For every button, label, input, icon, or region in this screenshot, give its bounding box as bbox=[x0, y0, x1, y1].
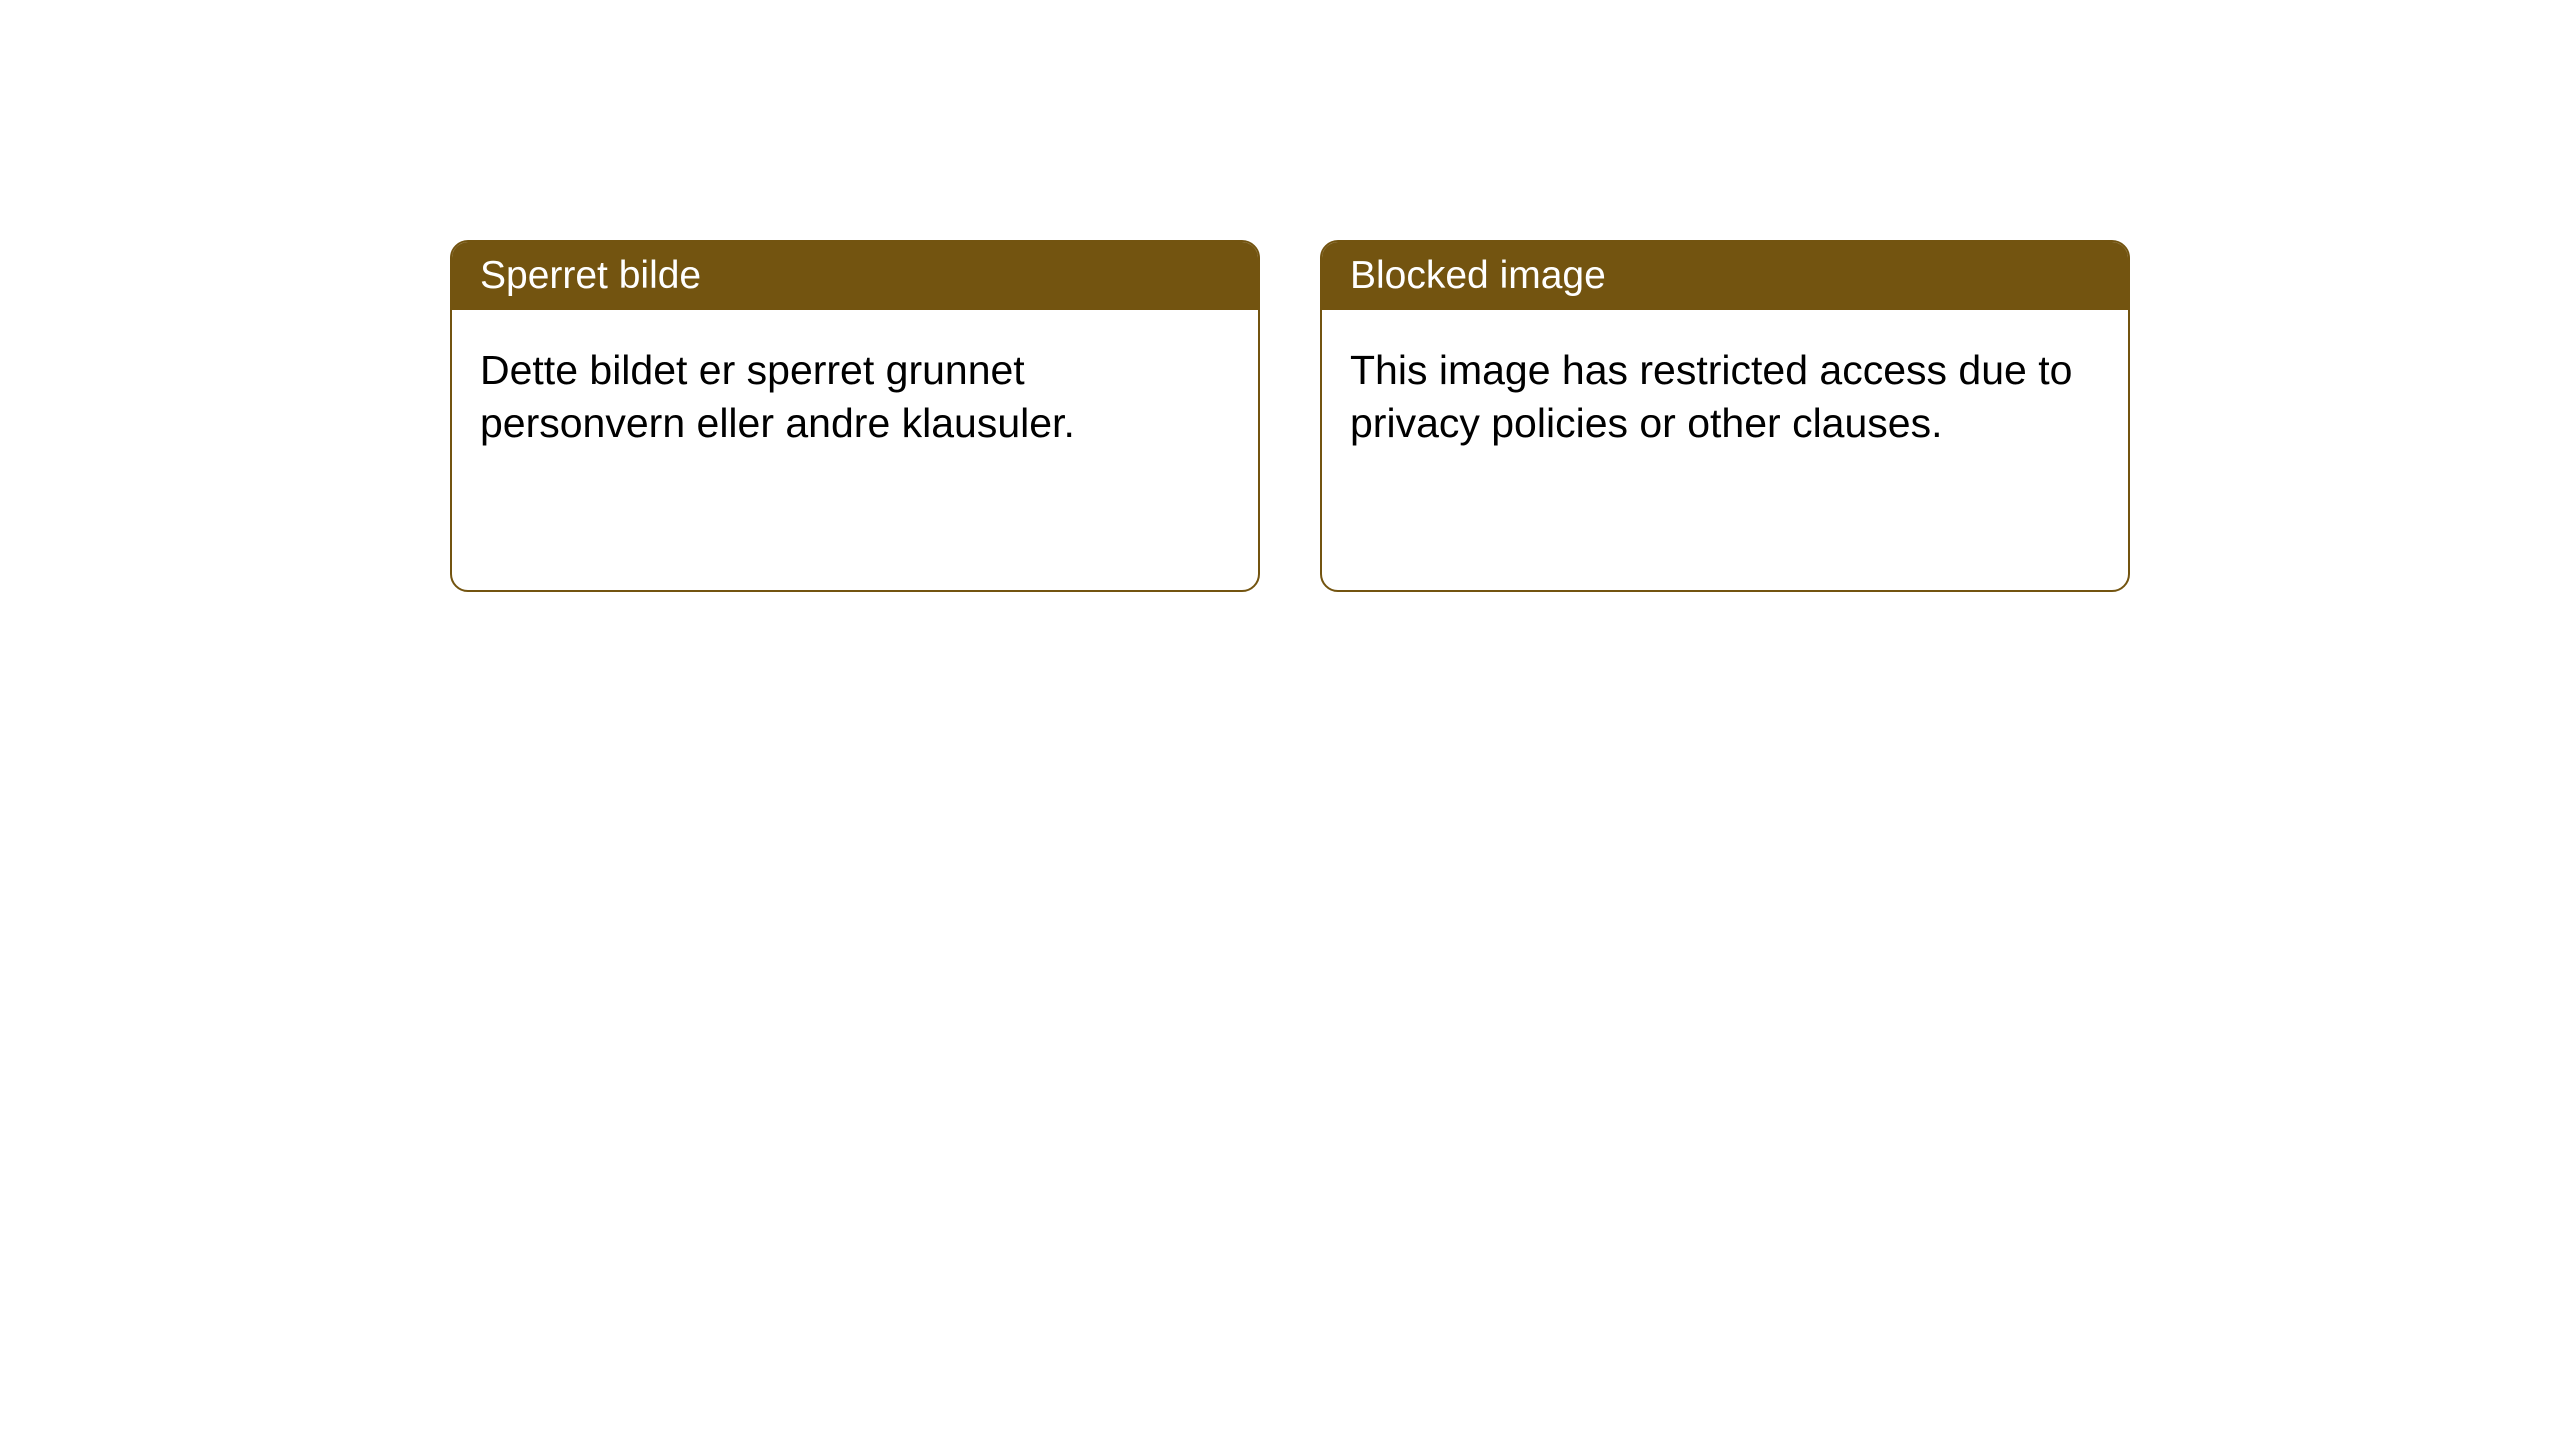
notice-card-norwegian: Sperret bilde Dette bildet er sperret gr… bbox=[450, 240, 1260, 592]
notice-card-header: Sperret bilde bbox=[452, 242, 1258, 310]
notice-card-english: Blocked image This image has restricted … bbox=[1320, 240, 2130, 592]
notice-card-body: Dette bildet er sperret grunnet personve… bbox=[452, 310, 1258, 590]
notice-card-header: Blocked image bbox=[1322, 242, 2128, 310]
notice-card-body: This image has restricted access due to … bbox=[1322, 310, 2128, 590]
notice-cards-container: Sperret bilde Dette bildet er sperret gr… bbox=[0, 0, 2560, 592]
